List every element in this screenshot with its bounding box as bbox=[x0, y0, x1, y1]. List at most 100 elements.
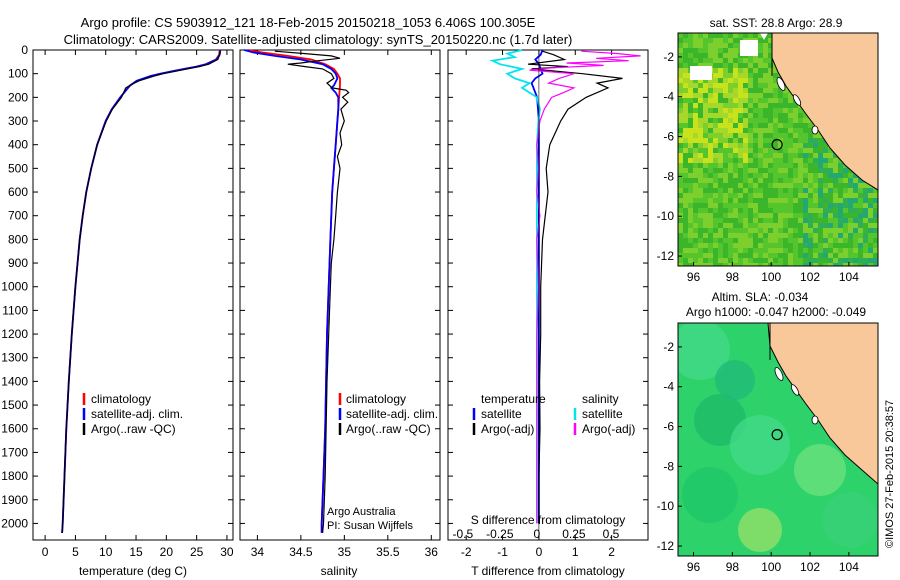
sst-cell bbox=[693, 128, 698, 133]
sst-cell bbox=[773, 113, 778, 118]
sst-cell bbox=[748, 73, 753, 78]
sst-cell bbox=[813, 263, 818, 266]
sst-cell bbox=[798, 113, 803, 118]
sst-cell bbox=[808, 188, 813, 193]
sst-cell bbox=[803, 208, 808, 213]
sst-cell bbox=[853, 218, 858, 223]
sst-cell bbox=[768, 198, 773, 203]
sst-cell bbox=[753, 243, 758, 248]
sst-cell bbox=[698, 108, 703, 113]
sst-cell bbox=[803, 123, 808, 128]
sst-cell bbox=[793, 178, 798, 183]
sst-cell bbox=[688, 223, 693, 228]
sst-cell bbox=[768, 158, 773, 163]
sst-cell bbox=[728, 213, 733, 218]
sst-cell bbox=[683, 78, 688, 83]
sst-cell bbox=[683, 183, 688, 188]
temperature-difference-axis-label: T difference from climatology bbox=[471, 564, 625, 578]
sst-cell bbox=[713, 43, 718, 48]
sst-cell bbox=[758, 43, 763, 48]
sst-cell bbox=[718, 73, 723, 78]
sst-cell bbox=[873, 213, 878, 218]
sst-cell bbox=[753, 223, 758, 228]
sla-lat-label-3: -8 bbox=[663, 459, 674, 473]
enggano-island bbox=[811, 125, 819, 135]
sst-cell bbox=[763, 213, 768, 218]
sst-cell bbox=[738, 263, 743, 266]
sst-cell bbox=[828, 263, 833, 266]
sst-cell bbox=[683, 63, 688, 68]
sst-cell bbox=[788, 258, 793, 263]
sst-cell bbox=[823, 158, 828, 163]
sst-cell bbox=[833, 193, 838, 198]
sla-blob-3 bbox=[682, 467, 738, 523]
sst-cell bbox=[698, 33, 703, 38]
sst-cell bbox=[818, 188, 823, 193]
sst-cell bbox=[788, 193, 793, 198]
sst-cell bbox=[733, 43, 738, 48]
sst-cell bbox=[708, 128, 713, 133]
sst-cell bbox=[828, 258, 833, 263]
sst-cell bbox=[768, 33, 773, 38]
sst-cell bbox=[798, 228, 803, 233]
sst-cell bbox=[718, 163, 723, 168]
sst-cell bbox=[708, 263, 713, 266]
sst-cell bbox=[728, 248, 733, 253]
sst-cell bbox=[733, 133, 738, 138]
sst-cell bbox=[818, 218, 823, 223]
sst-cell bbox=[728, 113, 733, 118]
x-tick-label-2-0: -2 bbox=[461, 545, 472, 559]
sst-cell bbox=[738, 168, 743, 173]
sst-cell bbox=[683, 113, 688, 118]
sst-cell bbox=[733, 258, 738, 263]
sst-cell bbox=[723, 213, 728, 218]
sst-cell bbox=[683, 58, 688, 63]
salinity-difference-tick-label-4: 0.5 bbox=[603, 527, 620, 541]
sst-cell bbox=[753, 183, 758, 188]
sst-cell bbox=[683, 68, 688, 73]
sst-cell bbox=[738, 203, 743, 208]
sst-cell bbox=[788, 183, 793, 188]
sst-cell bbox=[743, 223, 748, 228]
sst-cell bbox=[783, 158, 788, 163]
sst-cell bbox=[818, 243, 823, 248]
sst-cell bbox=[733, 38, 738, 43]
sst-cell bbox=[723, 58, 728, 63]
sst-cell bbox=[733, 243, 738, 248]
sst-cell bbox=[768, 258, 773, 263]
sst-cell bbox=[763, 188, 768, 193]
sst-cell bbox=[738, 248, 743, 253]
salinity-plot-frame bbox=[239, 49, 441, 541]
sst-cell bbox=[728, 58, 733, 63]
sst-cell bbox=[778, 198, 783, 203]
sst-cell bbox=[873, 203, 878, 208]
sst-cell bbox=[688, 143, 693, 148]
sst-map-title: sat. SST: 28.8 Argo: 28.9 bbox=[710, 16, 843, 30]
sst-cell bbox=[783, 223, 788, 228]
sst-cell bbox=[823, 168, 828, 173]
sst-cell bbox=[688, 138, 693, 143]
sst-cell bbox=[698, 93, 703, 98]
sst-cell bbox=[763, 208, 768, 213]
sst-cell bbox=[753, 153, 758, 158]
sst-cell bbox=[753, 228, 758, 233]
sst-cell bbox=[698, 168, 703, 173]
sst-cell bbox=[693, 183, 698, 188]
temperature-legend-satellite: satellite-adj. clim. bbox=[91, 407, 183, 421]
sst-cell bbox=[783, 203, 788, 208]
sst-cell bbox=[703, 38, 708, 43]
sst-cell bbox=[748, 118, 753, 123]
sst-cell bbox=[678, 113, 683, 118]
sst-cell bbox=[683, 248, 688, 253]
sst-cell bbox=[738, 253, 743, 258]
sst-cell bbox=[723, 83, 728, 88]
sst-cell bbox=[698, 113, 703, 118]
sst-cell bbox=[823, 153, 828, 158]
sst-cell bbox=[713, 148, 718, 153]
sst-cell bbox=[733, 188, 738, 193]
sst-cell bbox=[733, 108, 738, 113]
sst-cell bbox=[773, 218, 778, 223]
sst-cell bbox=[743, 123, 748, 128]
sst-cell bbox=[793, 198, 798, 203]
sst-cell bbox=[683, 178, 688, 183]
